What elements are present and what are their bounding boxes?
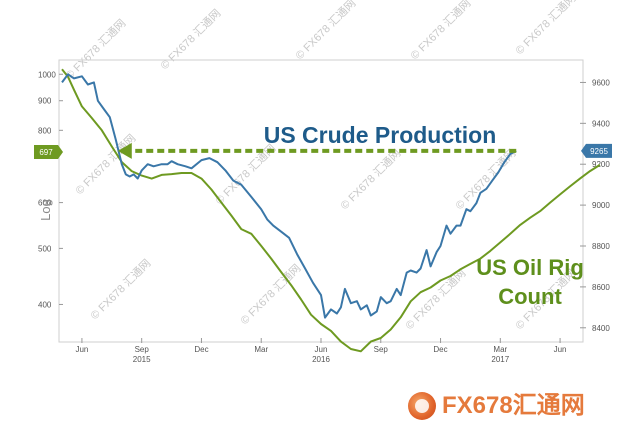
x-axis-tick-label: Jun (315, 345, 328, 354)
watermark-text: © FX678 汇通网 (408, 0, 474, 62)
right-axis-tick-label: 9400 (592, 119, 610, 128)
series-line-us-crude-production (61, 73, 517, 319)
left-axis: 1000 900 800 600 500 400 Log (38, 70, 63, 309)
series-layer (61, 68, 601, 353)
annotation-rig-count-line1: US Oil Rig (476, 255, 584, 280)
last-value-label-crude-production: 9265 (590, 147, 608, 156)
left-axis-tick-label: 1000 (38, 70, 56, 79)
brand-logo-icon (408, 392, 436, 420)
x-axis-tick-label: Mar (493, 345, 507, 354)
left-axis-tick-label: 400 (38, 300, 52, 309)
right-axis-tick-label: 9200 (592, 160, 610, 169)
left-axis-tick-label: 900 (38, 97, 52, 106)
x-axis-tick-label: Jun (554, 345, 567, 354)
right-axis-tick-label: 9000 (592, 201, 610, 210)
badge-layer: 697 9265 (34, 143, 612, 159)
annotation-rig-count-line2: Count (498, 284, 562, 309)
left-axis-tick-label: 600 (38, 199, 52, 208)
right-axis-tick-label: 8400 (592, 324, 610, 333)
left-axis-label: Log (38, 199, 53, 221)
arrow-layer (117, 142, 517, 159)
x-axis-year-label: 2015 (133, 355, 151, 364)
x-axis-year-label: 2017 (491, 355, 509, 364)
x-axis-tick-label: Mar (254, 345, 268, 354)
x-axis-tick-label: Dec (194, 345, 208, 354)
arrow-head (117, 142, 132, 159)
watermark-text: © FX678 汇通网 (513, 0, 579, 57)
right-axis-tick-label: 9600 (592, 78, 610, 87)
watermark-text: © FX678 汇通网 (338, 147, 404, 213)
last-value-badge-crude-production (581, 143, 612, 158)
x-axis: Jun Sep Dec Mar Jun Sep Dec Mar Jun 2015 2016 2017 (75, 338, 567, 364)
left-axis-tick-label: 500 (38, 244, 52, 253)
brand-logo-text: FX678汇通网 (442, 392, 585, 419)
watermark-text: © FX678 汇通网 (73, 132, 139, 198)
watermark-text: © FX678 汇通网 (293, 0, 359, 62)
watermark-text: © FX678 汇通网 (158, 7, 224, 73)
watermark-text: © FX678 汇通网 (63, 17, 129, 83)
annotation-layer: US Crude Production US Oil Rig Count (264, 122, 584, 309)
watermark-text: © FX678 汇通网 (238, 262, 304, 328)
annotation-crude-production: US Crude Production (264, 122, 497, 148)
last-value-badge-rig-count (34, 145, 63, 159)
right-axis: 9600 9400 9200 9000 8800 8600 8400 (580, 78, 610, 333)
x-axis-tick-label: Sep (135, 345, 150, 354)
right-axis-tick-label: 8600 (592, 283, 610, 292)
x-axis-year-label: 2016 (312, 355, 330, 364)
series-line-us-oil-rig-count (61, 68, 601, 353)
last-value-label-rig-count: 697 (39, 148, 53, 157)
x-axis-tick-label: Dec (433, 345, 447, 354)
right-axis-tick-label: 8800 (592, 242, 610, 251)
brand-logo: FX678汇通网 (408, 388, 608, 424)
left-axis-tick-label: 800 (38, 126, 52, 135)
x-axis-tick-label: Sep (374, 345, 389, 354)
watermark-text: © FX678 汇通网 (88, 257, 154, 323)
x-axis-tick-label: Jun (75, 345, 88, 354)
